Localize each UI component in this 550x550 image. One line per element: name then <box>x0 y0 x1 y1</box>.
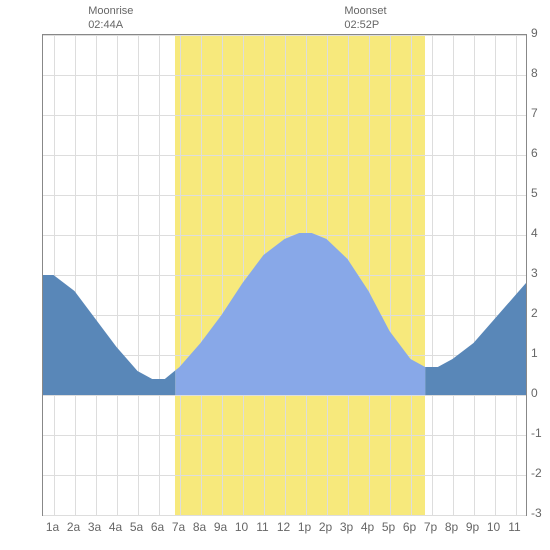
x-tick-label: 1p <box>298 520 311 534</box>
y-tick-label: 6 <box>531 146 538 160</box>
y-tick-label: -3 <box>531 506 542 520</box>
x-tick-label: 6p <box>403 520 416 534</box>
y-tick-label: -1 <box>531 426 542 440</box>
x-tick-label: 11 <box>256 520 268 534</box>
y-tick-label: -2 <box>531 466 542 480</box>
tide-chart: Moonrise02:44AMoonset02:52P-3-2-10123456… <box>0 0 550 550</box>
y-tick-label: 1 <box>531 346 538 360</box>
y-tick-label: 3 <box>531 266 538 280</box>
x-tick-label: 5a <box>130 520 143 534</box>
y-tick-label: 7 <box>531 106 538 120</box>
moon-event-label: Moonset02:52P <box>344 4 386 33</box>
x-tick-label: 5p <box>382 520 395 534</box>
x-tick-label: 7a <box>172 520 185 534</box>
x-tick-label: 9a <box>214 520 227 534</box>
y-tick-label: 0 <box>531 386 538 400</box>
tide-area <box>43 35 526 515</box>
x-tick-label: 7p <box>424 520 437 534</box>
x-tick-label: 10 <box>487 520 500 534</box>
x-tick-label: 10 <box>235 520 248 534</box>
moon-event-label: Moonrise02:44A <box>88 4 133 33</box>
y-tick-label: 4 <box>531 226 538 240</box>
x-tick-label: 11 <box>508 520 520 534</box>
x-tick-label: 6a <box>151 520 164 534</box>
x-tick-label: 1a <box>46 520 59 534</box>
x-tick-label: 12 <box>277 520 290 534</box>
y-tick-label: 2 <box>531 306 538 320</box>
y-tick-label: 8 <box>531 66 538 80</box>
x-tick-label: 3p <box>340 520 353 534</box>
x-tick-label: 4p <box>361 520 374 534</box>
plot-area <box>42 34 527 516</box>
y-tick-label: 9 <box>531 26 538 40</box>
x-tick-label: 2p <box>319 520 332 534</box>
x-tick-label: 4a <box>109 520 122 534</box>
x-tick-label: 3a <box>88 520 101 534</box>
x-tick-label: 9p <box>466 520 479 534</box>
x-tick-label: 8p <box>445 520 458 534</box>
x-tick-label: 8a <box>193 520 206 534</box>
x-tick-label: 2a <box>67 520 80 534</box>
y-tick-label: 5 <box>531 186 538 200</box>
grid-line <box>43 515 526 516</box>
